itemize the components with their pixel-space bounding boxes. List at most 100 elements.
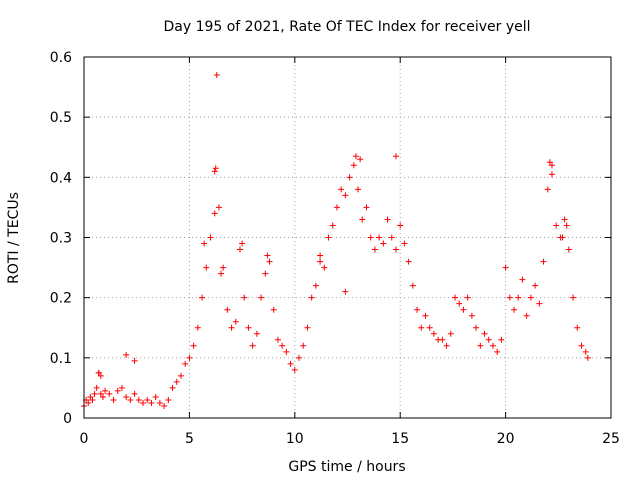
data-point <box>102 387 109 394</box>
data-point <box>279 342 286 349</box>
data-point <box>333 204 340 211</box>
data-point <box>177 372 184 379</box>
data-point <box>574 324 581 331</box>
data-point <box>553 222 560 229</box>
data-point <box>274 336 281 343</box>
data-point <box>296 354 303 361</box>
data-point <box>131 390 138 397</box>
data-point <box>106 390 113 397</box>
x-tick-label: 5 <box>185 431 194 447</box>
data-point <box>367 234 374 241</box>
data-point <box>452 294 459 301</box>
data-point <box>211 210 218 217</box>
plot-frame <box>83 56 612 419</box>
data-point <box>127 396 134 403</box>
data-point <box>570 294 577 301</box>
data-point <box>388 234 395 241</box>
data-point <box>148 399 155 406</box>
y-tick-label: 0 <box>63 411 72 427</box>
y-tick-label: 0.4 <box>50 170 72 186</box>
data-point <box>186 354 193 361</box>
data-point <box>563 222 570 229</box>
data-point <box>239 240 246 247</box>
data-point <box>224 306 231 313</box>
data-point <box>414 306 421 313</box>
data-point <box>300 342 307 349</box>
data-point <box>321 264 328 271</box>
data-point <box>536 300 543 307</box>
data-point <box>481 330 488 337</box>
data-point <box>532 282 539 289</box>
data-point <box>236 246 243 253</box>
data-point <box>380 240 387 247</box>
data-point <box>409 282 416 289</box>
data-point <box>357 156 364 163</box>
data-point <box>401 240 408 247</box>
data-point <box>114 387 121 394</box>
data-point <box>270 306 277 313</box>
data-point <box>135 396 142 403</box>
data-point <box>131 357 138 364</box>
x-axis-label: GPS time / hours <box>288 459 405 475</box>
data-point <box>264 252 271 259</box>
data-point <box>342 288 349 295</box>
data-point <box>220 264 227 271</box>
data-point <box>165 396 172 403</box>
data-point <box>258 294 265 301</box>
data-point <box>565 246 572 253</box>
y-tick-label: 0.1 <box>50 351 72 367</box>
data-point <box>110 396 117 403</box>
data-point <box>190 342 197 349</box>
data-point <box>308 294 315 301</box>
data-point <box>123 393 130 400</box>
data-point <box>152 393 159 400</box>
data-point <box>95 369 102 376</box>
data-point <box>194 324 201 331</box>
x-tick-label: 15 <box>391 431 409 447</box>
data-point <box>266 258 273 265</box>
data-point <box>392 153 399 160</box>
data-point <box>559 234 566 241</box>
data-point <box>232 318 239 325</box>
data-point <box>439 336 446 343</box>
data-point <box>430 330 437 337</box>
data-point <box>498 336 505 343</box>
data-point <box>363 204 370 211</box>
axis-ticks: 0 0.1 0.2 0.3 0.4 0.5 0.6 0 5 10 15 20 25 <box>50 50 620 447</box>
data-point <box>228 324 235 331</box>
data-point <box>245 324 252 331</box>
data-point <box>241 294 248 301</box>
data-point <box>392 246 399 253</box>
data-point <box>304 324 311 331</box>
data-point <box>218 270 225 277</box>
data-point <box>93 384 100 391</box>
data-point <box>384 216 391 223</box>
data-point <box>342 192 349 199</box>
data-point <box>182 360 189 367</box>
y-tick-label: 0.3 <box>50 231 72 247</box>
data-point <box>97 390 104 397</box>
data-point <box>494 348 501 355</box>
data-point <box>527 294 534 301</box>
data-point <box>287 360 294 367</box>
data-point <box>338 186 345 193</box>
data-point <box>397 222 404 229</box>
data-point <box>443 342 450 349</box>
data-point <box>519 276 526 283</box>
data-point <box>99 393 106 400</box>
data-point <box>468 312 475 319</box>
data-point <box>283 348 290 355</box>
data-point <box>405 258 412 265</box>
data-point <box>118 384 125 391</box>
data-point <box>477 342 484 349</box>
data-point <box>262 270 269 277</box>
data-point <box>212 165 219 172</box>
data-point <box>418 324 425 331</box>
data-point <box>544 186 551 193</box>
data-point <box>548 162 555 169</box>
data-point <box>460 306 467 313</box>
data-point <box>485 336 492 343</box>
data-point <box>376 234 383 241</box>
y-tick-label: 0.6 <box>50 50 72 66</box>
